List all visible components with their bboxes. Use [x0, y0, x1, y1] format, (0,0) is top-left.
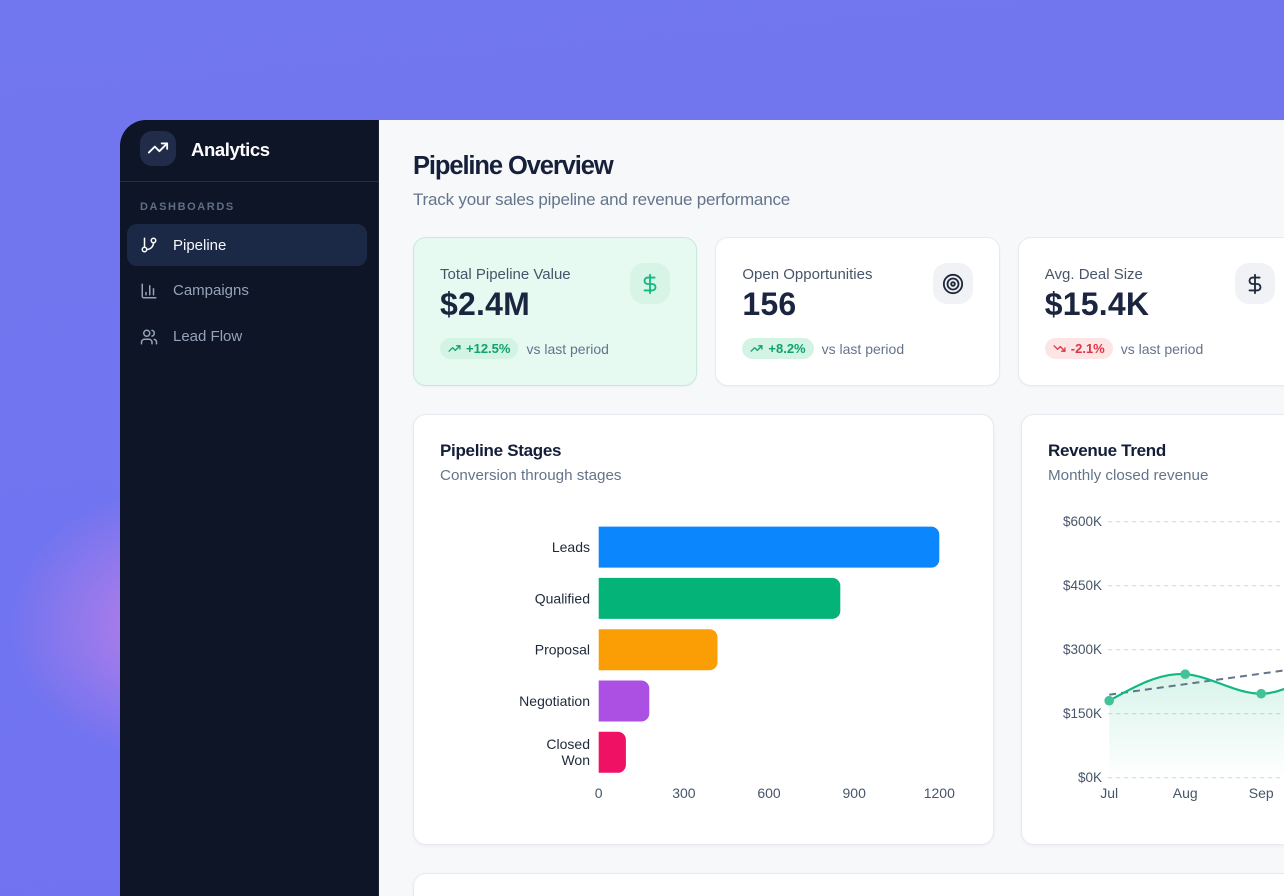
svg-text:Leads: Leads	[552, 539, 590, 555]
svg-text:$300K: $300K	[1063, 642, 1102, 657]
svg-text:$450K: $450K	[1063, 578, 1102, 593]
svg-text:Proposal: Proposal	[535, 641, 590, 657]
svg-text:1200: 1200	[924, 785, 955, 801]
svg-text:Closed: Closed	[546, 736, 590, 752]
svg-text:0: 0	[595, 785, 603, 801]
svg-text:$600K: $600K	[1063, 514, 1102, 529]
svg-text:Jul: Jul	[1100, 785, 1118, 801]
svg-text:Aug: Aug	[1173, 785, 1198, 801]
svg-text:300: 300	[672, 785, 696, 801]
svg-text:$150K: $150K	[1063, 706, 1102, 721]
svg-text:$0K: $0K	[1078, 770, 1102, 785]
svg-text:Negotiation: Negotiation	[519, 692, 590, 708]
svg-text:600: 600	[757, 785, 781, 801]
svg-text:Won: Won	[561, 752, 590, 768]
svg-text:Sep: Sep	[1249, 785, 1274, 801]
svg-text:Qualified: Qualified	[535, 590, 590, 606]
svg-text:900: 900	[843, 785, 867, 801]
